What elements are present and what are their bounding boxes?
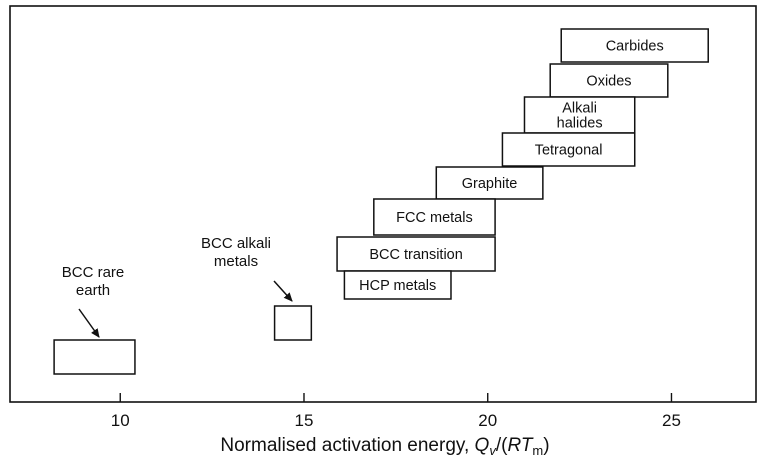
range-box-label-tetragonal: Tetragonal [535,143,603,159]
range-box-fcc-metals [373,198,496,236]
x-tick-label-10: 10 [111,411,130,430]
range-box-label-alkali-halides-1: Alkali [562,101,597,117]
range-box-label-bcc-transition: BCC transition [369,247,462,263]
range-box-label-carbides: Carbides [606,39,664,55]
x-tick-label-20: 20 [478,411,497,430]
range-box-hcp-metals [343,270,452,300]
range-box-carbides [560,28,709,63]
x-tick-label-15: 15 [295,411,314,430]
annotation-bcc-alkali-metals-line-2: metals [214,253,258,270]
range-box-label-alkali-halides-2: halides [557,116,603,132]
x-tick-label-25: 25 [662,411,681,430]
range-box-bcc-alkali-metals [273,305,313,341]
range-box-graphite [435,166,544,200]
annotation-bcc-rare-earth-line-1: BCC rare [62,264,125,281]
annotation-arrow-bcc-rare-earth [78,308,100,338]
annotation-bcc-alkali-metals-line-1: BCC alkali [201,235,271,252]
plot-frame [9,5,757,403]
range-box-bcc-transition [336,236,496,272]
range-box-label-hcp-metals: HCP metals [359,278,436,294]
range-box-label-fcc-metals: FCC metals [396,210,473,226]
range-box-tetragonal [501,132,636,167]
annotation-bcc-rare-earth-line-2: earth [76,282,110,299]
x-axis-label: Normalised activation energy, Qv/(RTm) [220,435,549,458]
range-box-bcc-rare-earth [53,339,136,375]
range-box-label-oxides: Oxides [586,74,631,90]
range-box-label-graphite: Graphite [462,176,518,192]
annotation-arrow-bcc-alkali-metals [273,280,293,302]
